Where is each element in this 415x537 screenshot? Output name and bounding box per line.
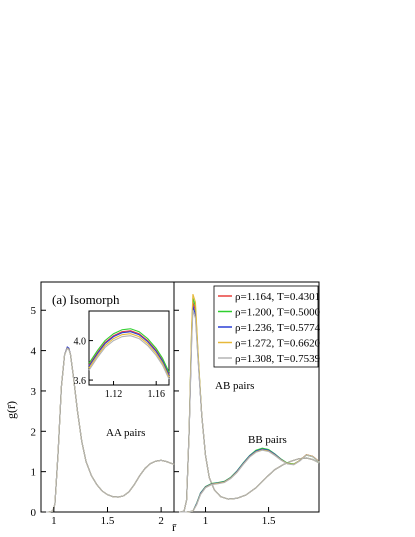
left-xtick-label: 2	[158, 515, 164, 527]
panel-title: (a) Isomorph	[52, 292, 120, 307]
right-xtick-label: 1	[203, 515, 209, 527]
ytick-label: 3	[31, 386, 37, 398]
inset-series-line-2	[88, 331, 170, 376]
bb-pairs-label: BB pairs	[248, 434, 287, 446]
inset-ytick-label: 4.0	[74, 337, 87, 348]
inset-ticks: 1.12 1.16 3.6 4.0	[74, 337, 165, 400]
right-xtick-label: 1.5	[262, 515, 276, 527]
axis-ticks: 1 1.5 2 1 1.5 0 1 2 3 4 5	[31, 305, 276, 527]
ytick-label: 0	[31, 507, 37, 519]
right-series-line-bb-9	[174, 449, 320, 513]
inset-series	[88, 328, 170, 380]
right-plot-frame	[173, 281, 320, 513]
left-panel-series	[41, 346, 175, 513]
ytick-label: 2	[31, 426, 37, 438]
left-xtick-label: 1.5	[101, 515, 115, 527]
legend-entry-label: ρ=1.308, T=0.7539	[235, 353, 321, 365]
legend-entry-label: ρ=1.272, T=0.6620	[235, 338, 321, 350]
x-axis-label: r̄	[172, 520, 177, 534]
legend-entry-label: ρ=1.164, T=0.4301	[235, 291, 320, 303]
legend-entry-label: ρ=1.200, T=0.5000	[235, 307, 321, 319]
inset-series-line-4	[88, 335, 170, 380]
legend: ρ=1.164, T=0.4301 ρ=1.200, T=0.5000 ρ=1.23…	[213, 285, 321, 368]
ytick-label: 1	[31, 467, 37, 479]
left-xtick-label: 1	[51, 515, 57, 527]
ytick-label: 5	[31, 305, 37, 317]
right-series-line-ab-4	[174, 310, 320, 513]
left-series-line-4	[41, 347, 175, 513]
inset-series-line-3	[88, 333, 170, 378]
aa-pairs-label: AA pairs	[106, 427, 145, 439]
y-axis-label: g(r̄)	[4, 401, 18, 419]
inset-xtick-label: 1.16	[147, 389, 165, 400]
legend-entry-label: ρ=1.236, T=0.5774	[235, 322, 321, 334]
ab-pairs-label: AB pairs	[215, 380, 254, 392]
right-panel-series	[174, 293, 320, 513]
right-series-line-bb-6	[174, 447, 320, 513]
inset-ytick-label: 3.6	[74, 376, 87, 387]
ytick-label: 4	[31, 346, 37, 358]
inset-series-line-1	[88, 328, 170, 373]
inset-xtick-label: 1.12	[105, 389, 123, 400]
